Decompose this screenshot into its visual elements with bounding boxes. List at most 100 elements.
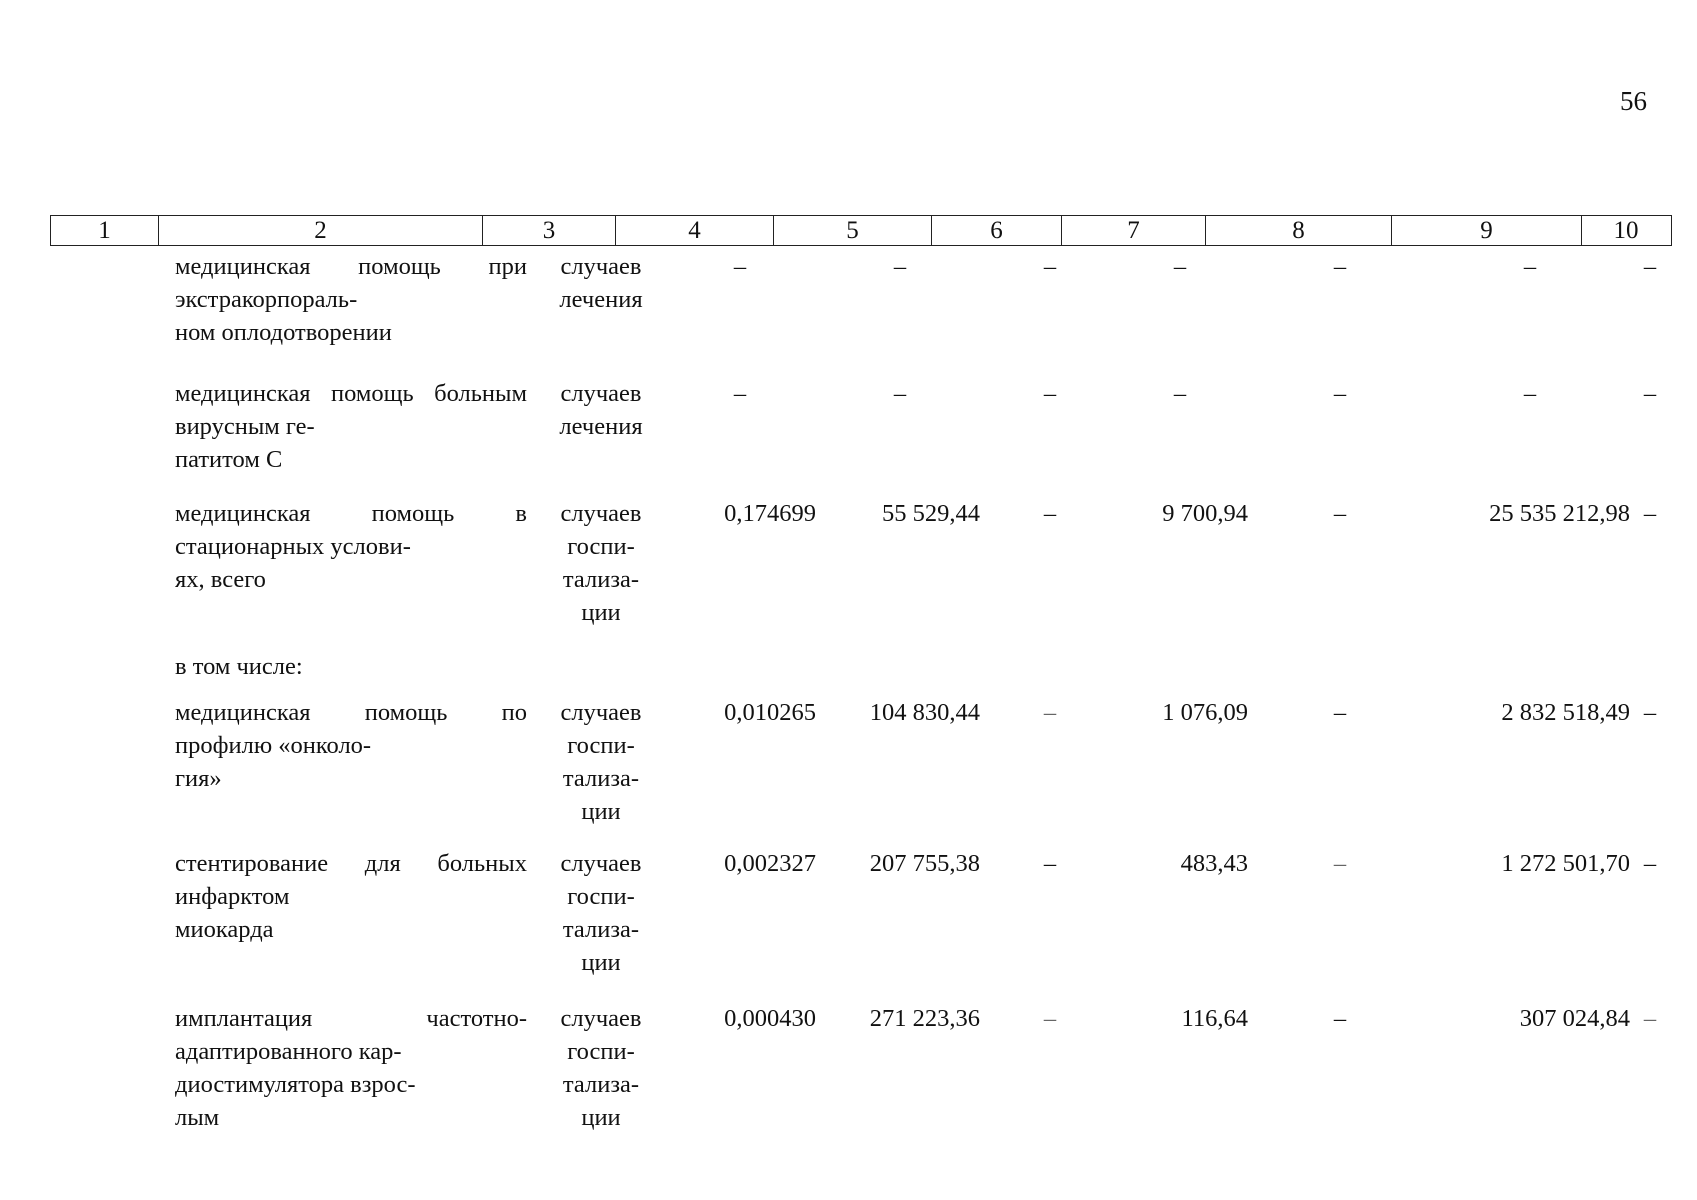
row-col10: – bbox=[1643, 380, 1657, 407]
row-col7: 483,43 bbox=[1180, 850, 1248, 877]
row-col6: – bbox=[1043, 699, 1057, 726]
row-col5: 271 223,36 bbox=[869, 1005, 980, 1032]
row-col4: 0,002327 bbox=[724, 850, 816, 877]
row-col8: – bbox=[1333, 1005, 1347, 1032]
row-name-line: имплантация частотно-адаптированного кар… bbox=[175, 1005, 527, 1065]
row-col8: – bbox=[1333, 850, 1347, 877]
row-name-line: стентирование для больных инфарктом bbox=[175, 850, 527, 910]
row-unit-line: госпи- bbox=[567, 883, 635, 910]
header-col-9: 9 bbox=[1391, 216, 1581, 245]
row-unit-line: случаев bbox=[560, 253, 642, 280]
row-name-line: патитом С bbox=[175, 446, 283, 473]
row-col8: – bbox=[1333, 380, 1347, 407]
row-unit-line: тализа- bbox=[562, 765, 640, 792]
row-unit: случаев лечения bbox=[541, 377, 661, 443]
row-name: медицинская помощь больным вирусным ге- … bbox=[175, 377, 527, 476]
row-unit-line: случаев bbox=[560, 850, 642, 877]
row-unit: случаев госпи- тализа- ции bbox=[541, 1002, 661, 1134]
row-unit-line: тализа- bbox=[562, 916, 640, 943]
row-name-line: миокарда bbox=[175, 916, 274, 943]
row-col7: 1 076,09 bbox=[1162, 699, 1248, 726]
row-name: медицинская помощь в стационарных услови… bbox=[175, 497, 527, 596]
row-name-line: лым bbox=[175, 1104, 220, 1131]
row-col6: – bbox=[1043, 850, 1057, 877]
row-col5: 104 830,44 bbox=[869, 699, 980, 726]
row-col4: 0,174699 bbox=[724, 500, 816, 527]
row-unit: случаев госпи- тализа- ции bbox=[541, 847, 661, 979]
row-unit-line: случаев bbox=[560, 500, 642, 527]
row-col10: – bbox=[1643, 699, 1657, 726]
row-col8: – bbox=[1333, 253, 1347, 280]
row-col9: 2 832 518,49 bbox=[1501, 699, 1630, 726]
row-unit-line: тализа- bbox=[562, 566, 640, 593]
row-name-line: медицинская помощь в стационарных услови… bbox=[175, 500, 527, 560]
row-unit-line: госпи- bbox=[567, 732, 635, 759]
row-name-line: диостимулятора взрос- bbox=[175, 1071, 416, 1098]
header-col-2: 2 bbox=[158, 216, 482, 245]
table-header-row: 1 2 3 4 5 6 7 8 9 10 bbox=[50, 215, 1672, 246]
row-col9: – bbox=[1523, 253, 1537, 280]
row-unit-line: лечения bbox=[559, 413, 643, 440]
row-col5: – bbox=[893, 380, 907, 407]
row-col6: – bbox=[1043, 500, 1057, 527]
row-col5: 207 755,38 bbox=[869, 850, 980, 877]
row-name: стентирование для больных инфарктом миок… bbox=[175, 847, 527, 946]
row-col7: – bbox=[1173, 253, 1187, 280]
row-unit-line: ции bbox=[581, 949, 621, 976]
row-unit-line: случаев bbox=[560, 1005, 642, 1032]
row-name-line: медицинская помощь больным вирусным ге- bbox=[175, 380, 527, 440]
row-unit-line: лечения bbox=[559, 286, 643, 313]
header-col-7: 7 bbox=[1061, 216, 1205, 245]
row-name-line: гия» bbox=[175, 765, 222, 792]
row-unit-line: тализа- bbox=[562, 1071, 640, 1098]
row-col6: – bbox=[1043, 1005, 1057, 1032]
row-unit: случаев госпи- тализа- ции bbox=[541, 497, 661, 629]
header-col-3: 3 bbox=[482, 216, 615, 245]
row-name: в том числе: bbox=[175, 650, 527, 683]
row-col10: – bbox=[1643, 500, 1657, 527]
row-unit-line: случаев bbox=[560, 699, 642, 726]
row-col4: – bbox=[733, 253, 747, 280]
header-col-10: 10 bbox=[1581, 216, 1670, 245]
row-col10: – bbox=[1643, 850, 1657, 877]
row-col9: 25 535 212,98 bbox=[1489, 500, 1630, 527]
row-col6: – bbox=[1043, 253, 1057, 280]
page-number: 56 bbox=[1620, 86, 1647, 116]
row-col10: – bbox=[1643, 1005, 1657, 1032]
row-name-line: медицинская помощь при экстракорпораль- bbox=[175, 253, 527, 313]
row-name-line: ях, всего bbox=[175, 566, 266, 593]
row-name-line: медицинская помощь по профилю «онколо- bbox=[175, 699, 527, 759]
row-col9: 1 272 501,70 bbox=[1501, 850, 1630, 877]
row-name: медицинская помощь при экстракорпораль- … bbox=[175, 250, 527, 349]
row-col9: – bbox=[1523, 380, 1537, 407]
row-unit-line: случаев bbox=[560, 380, 642, 407]
row-col6: – bbox=[1043, 380, 1057, 407]
row-col4: – bbox=[733, 380, 747, 407]
row-col10: – bbox=[1643, 253, 1657, 280]
row-name-line: ном оплодотворении bbox=[175, 319, 392, 346]
header-col-1: 1 bbox=[98, 216, 111, 244]
row-col7: 116,64 bbox=[1181, 1005, 1248, 1032]
header-col-5: 5 bbox=[773, 216, 931, 245]
row-unit: случаев госпи- тализа- ции bbox=[541, 696, 661, 828]
row-unit-line: госпи- bbox=[567, 533, 635, 560]
header-col-6: 6 bbox=[931, 216, 1061, 245]
row-col5: 55 529,44 bbox=[882, 500, 980, 527]
row-col7: – bbox=[1173, 380, 1187, 407]
services-table: 1 2 3 4 5 6 7 8 9 10 медицинская помощь … bbox=[50, 215, 1672, 1131]
row-col8: – bbox=[1333, 500, 1347, 527]
row-col4: 0,000430 bbox=[724, 1005, 816, 1032]
row-col9: 307 024,84 bbox=[1519, 1005, 1630, 1032]
row-unit-line: ции bbox=[581, 798, 621, 825]
row-name-line: в том числе: bbox=[175, 653, 303, 680]
row-unit-line: госпи- bbox=[567, 1038, 635, 1065]
header-col-4: 4 bbox=[615, 216, 773, 245]
row-col8: – bbox=[1333, 699, 1347, 726]
row-unit: случаев лечения bbox=[541, 250, 661, 316]
row-col5: – bbox=[893, 253, 907, 280]
header-col-8: 8 bbox=[1205, 216, 1391, 245]
row-unit-line: ции bbox=[581, 599, 621, 626]
row-col4: 0,010265 bbox=[724, 699, 816, 726]
row-name: медицинская помощь по профилю «онколо- г… bbox=[175, 696, 527, 795]
row-unit-line: ции bbox=[581, 1104, 621, 1131]
